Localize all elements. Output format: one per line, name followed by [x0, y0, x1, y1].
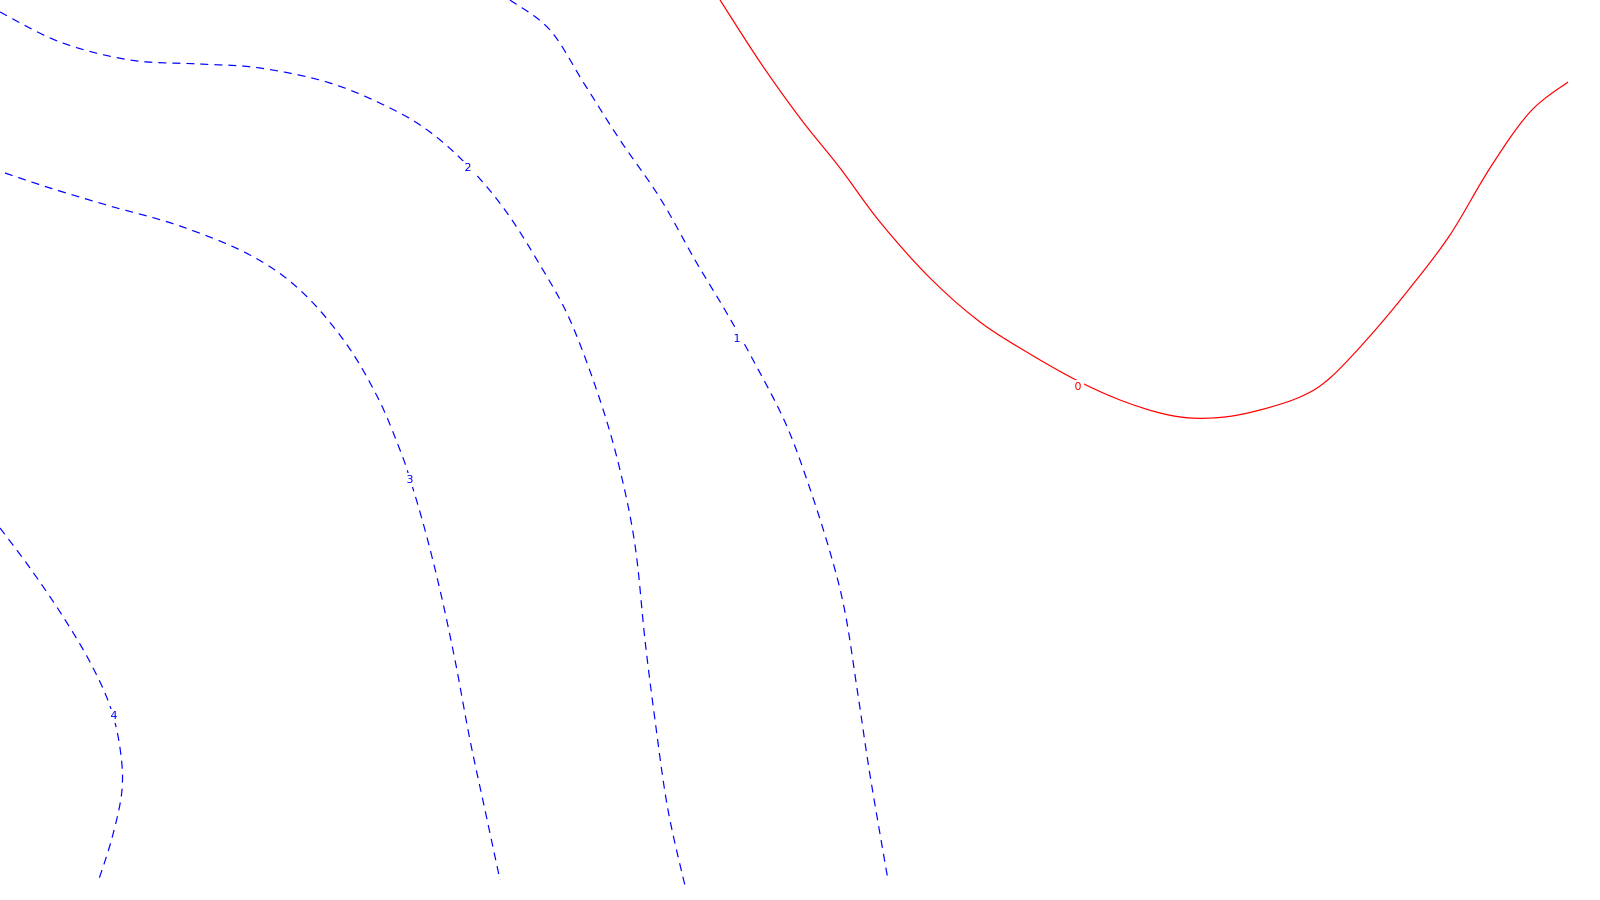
contour-label-gap-4	[108, 709, 120, 723]
contour-label-3: 3	[407, 473, 414, 486]
contour-line-1	[509, 0, 889, 881]
contour-label-4: 4	[111, 709, 118, 722]
contour-line-4	[0, 527, 124, 883]
contour-label-gap-2	[462, 161, 474, 175]
contour-label-gap-1	[731, 332, 743, 346]
contour-label-gap-0	[1072, 380, 1084, 394]
contour-line-3	[4, 172, 501, 881]
contour-label-0: 0	[1075, 380, 1082, 393]
contour-labels: 0 1 2 3 4	[108, 161, 1084, 723]
contour-line-2	[0, 11, 687, 891]
contour-line-0	[719, 0, 1569, 419]
contour-label-1: 1	[734, 332, 741, 345]
contour-label-2: 2	[465, 161, 472, 174]
contour-label-gap-3	[404, 473, 416, 487]
contour-lines	[0, 0, 1569, 891]
